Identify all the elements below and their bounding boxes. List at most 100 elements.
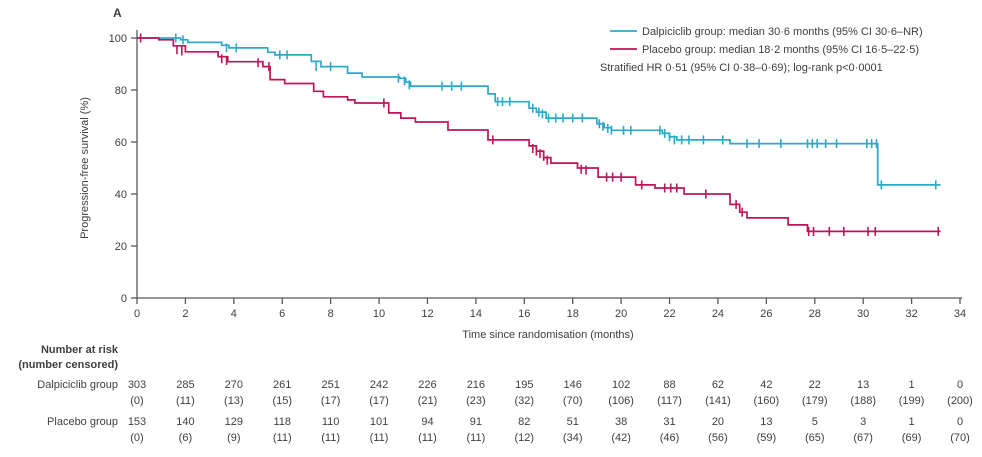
censored-value: (11) (176, 395, 195, 407)
censored-value: (117) (657, 395, 682, 407)
censored-value: (0) (130, 395, 143, 407)
censored-value: (70) (563, 395, 583, 407)
censored-value: (11) (370, 432, 389, 444)
censored-value: (17) (369, 395, 389, 407)
at-risk-value: 251 (321, 379, 339, 391)
at-risk-value: 13 (857, 379, 869, 391)
censored-value: (17) (321, 395, 341, 407)
censored-value: (67) (853, 432, 873, 444)
at-risk-value: 285 (176, 379, 194, 391)
censored-value: (56) (708, 432, 728, 444)
at-risk-value: 110 (322, 416, 340, 428)
x-tick-label: 26 (760, 308, 772, 320)
censored-value: (199) (899, 395, 925, 407)
at-risk-value: 153 (128, 416, 146, 428)
risk-values: 303 (0) 285 (11) 270 (13) 261 (15) 251 (17) 242 (17… (128, 379, 973, 444)
x-tick-label: 12 (421, 308, 433, 320)
censored-value: (13) (224, 395, 244, 407)
x-tick-label: 14 (470, 308, 482, 320)
censored-value: (69) (902, 432, 922, 444)
x-axis-title: Time since randomisation (months) (462, 329, 633, 341)
y-tick-label: 100 (109, 33, 127, 45)
at-risk-value: 129 (225, 416, 243, 428)
censored-value: (179) (802, 395, 828, 407)
y-axis-title: Progression-free survival (%) (79, 97, 91, 239)
survival-curves (137, 37, 941, 233)
x-tick-label: 0 (134, 308, 140, 320)
censored-value: (65) (805, 432, 825, 444)
at-risk-value: 82 (518, 416, 530, 428)
at-risk-value: 31 (663, 416, 675, 428)
censored-value: (141) (705, 395, 731, 407)
legend-annotation: Stratified HR 0·51 (95% CI 0·38–0·69); l… (600, 62, 883, 74)
censored-value: (11) (467, 432, 486, 444)
x-tick-label: 2 (182, 308, 188, 320)
y-tick-label: 40 (115, 189, 127, 201)
x-tick-label: 28 (809, 308, 821, 320)
censored-value: (0) (130, 432, 143, 444)
risk-row-label-dalpiciclib: Dalpiciclib group (37, 379, 118, 391)
x-tick-label: 4 (231, 308, 237, 320)
censored-value: (9) (227, 432, 240, 444)
at-risk-value: 0 (957, 416, 963, 428)
legend: Dalpiciclib group: median 30·6 months (9… (600, 26, 923, 74)
censored-value: (106) (608, 395, 634, 407)
y-tick-label: 60 (115, 137, 127, 149)
legend-label-dalpiciclib: Dalpiciclib group: median 30·6 months (9… (642, 26, 923, 38)
censored-value: (34) (563, 432, 583, 444)
at-risk-value: 91 (470, 416, 482, 428)
censored-value: (12) (515, 432, 535, 444)
censored-value: (70) (950, 432, 970, 444)
at-risk-value: 13 (760, 416, 772, 428)
x-tick-label: 16 (518, 308, 530, 320)
y-tick-label: 80 (115, 85, 127, 97)
at-risk-value: 195 (515, 379, 533, 391)
at-risk-value: 303 (128, 379, 146, 391)
at-risk-value: 22 (809, 379, 821, 391)
risk-table-header-1: Number at risk (41, 344, 119, 356)
x-tick-label: 22 (663, 308, 675, 320)
at-risk-value: 118 (273, 416, 291, 428)
at-risk-value: 146 (564, 379, 582, 391)
censored-value: (32) (515, 395, 535, 407)
risk-row-label-placebo: Placebo group (47, 416, 118, 428)
censored-value: (23) (466, 395, 486, 407)
risk-table-header-2: (number censored) (18, 359, 118, 371)
at-risk-value: 94 (421, 416, 433, 428)
panel-label: A (113, 6, 122, 20)
at-risk-value: 38 (615, 416, 627, 428)
censored-value: (200) (947, 395, 973, 407)
censor-marks (139, 33, 940, 236)
at-risk-value: 5 (812, 416, 818, 428)
at-risk-value: 1 (909, 379, 915, 391)
at-risk-value: 101 (370, 416, 388, 428)
at-risk-value: 3 (860, 416, 866, 428)
at-risk-value: 20 (712, 416, 724, 428)
censored-value: (11) (418, 432, 437, 444)
at-risk-value: 0 (957, 379, 963, 391)
censored-value: (6) (179, 432, 192, 444)
at-risk-value: 51 (567, 416, 579, 428)
x-tick-label: 18 (567, 308, 579, 320)
censored-value: (42) (611, 432, 631, 444)
x-tick-label: 30 (857, 308, 869, 320)
censored-value: (11) (321, 432, 340, 444)
x-tick-label: 8 (328, 308, 334, 320)
x-tick-label: 32 (905, 308, 917, 320)
censored-value: (59) (757, 432, 777, 444)
censored-value: (160) (754, 395, 780, 407)
at-risk-value: 261 (273, 379, 291, 391)
at-risk-value: 88 (663, 379, 675, 391)
x-tick-label: 20 (615, 308, 627, 320)
at-risk-value: 216 (467, 379, 485, 391)
at-risk-value: 1 (909, 416, 915, 428)
x-tick-label: 34 (954, 308, 966, 320)
at-risk-value: 140 (176, 416, 194, 428)
x-tick-label: 10 (373, 308, 385, 320)
y-tick-label: 0 (121, 293, 127, 305)
x-tick-label: 6 (279, 308, 285, 320)
survival-curve-dalpiciclib (137, 37, 941, 186)
